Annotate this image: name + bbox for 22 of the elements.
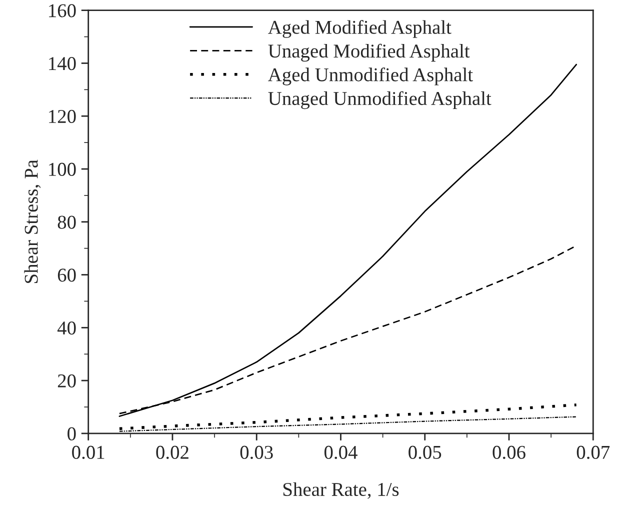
x-tick-label: 0.06	[492, 446, 526, 460]
y-tick-label: 80	[58, 216, 76, 229]
x-axis-title: Shear Rate, 1/s	[283, 482, 399, 499]
legend-label: Unaged Unmodified Asphalt	[268, 91, 492, 110]
y-tick-label: 120	[49, 110, 76, 124]
y-axis-title: Shear Stress, Pa	[24, 160, 41, 283]
x-tick-label: 0.02	[156, 446, 188, 460]
legend-label: Aged Unmodified Asphalt	[268, 67, 473, 86]
y-tick-label: 0	[68, 427, 76, 440]
legend-label: Unaged Modified Asphalt	[268, 44, 470, 62]
legend-label: Aged Modified Asphalt	[268, 20, 452, 38]
x-tick-label: 0.05	[408, 446, 442, 460]
y-tick-label: 140	[49, 57, 76, 70]
x-tick-label: 0.04	[324, 446, 358, 460]
y-tick-label: 60	[58, 268, 76, 282]
y-tick-label: 40	[57, 321, 76, 335]
y-tick-label: 20	[58, 374, 76, 388]
x-tick-label: 0.01	[72, 446, 104, 460]
y-tick-label: 100	[49, 162, 76, 176]
y-tick-label: 160	[49, 4, 76, 18]
x-tick-label: 0.07	[576, 446, 610, 460]
x-tick-label: 0.03	[240, 446, 273, 460]
